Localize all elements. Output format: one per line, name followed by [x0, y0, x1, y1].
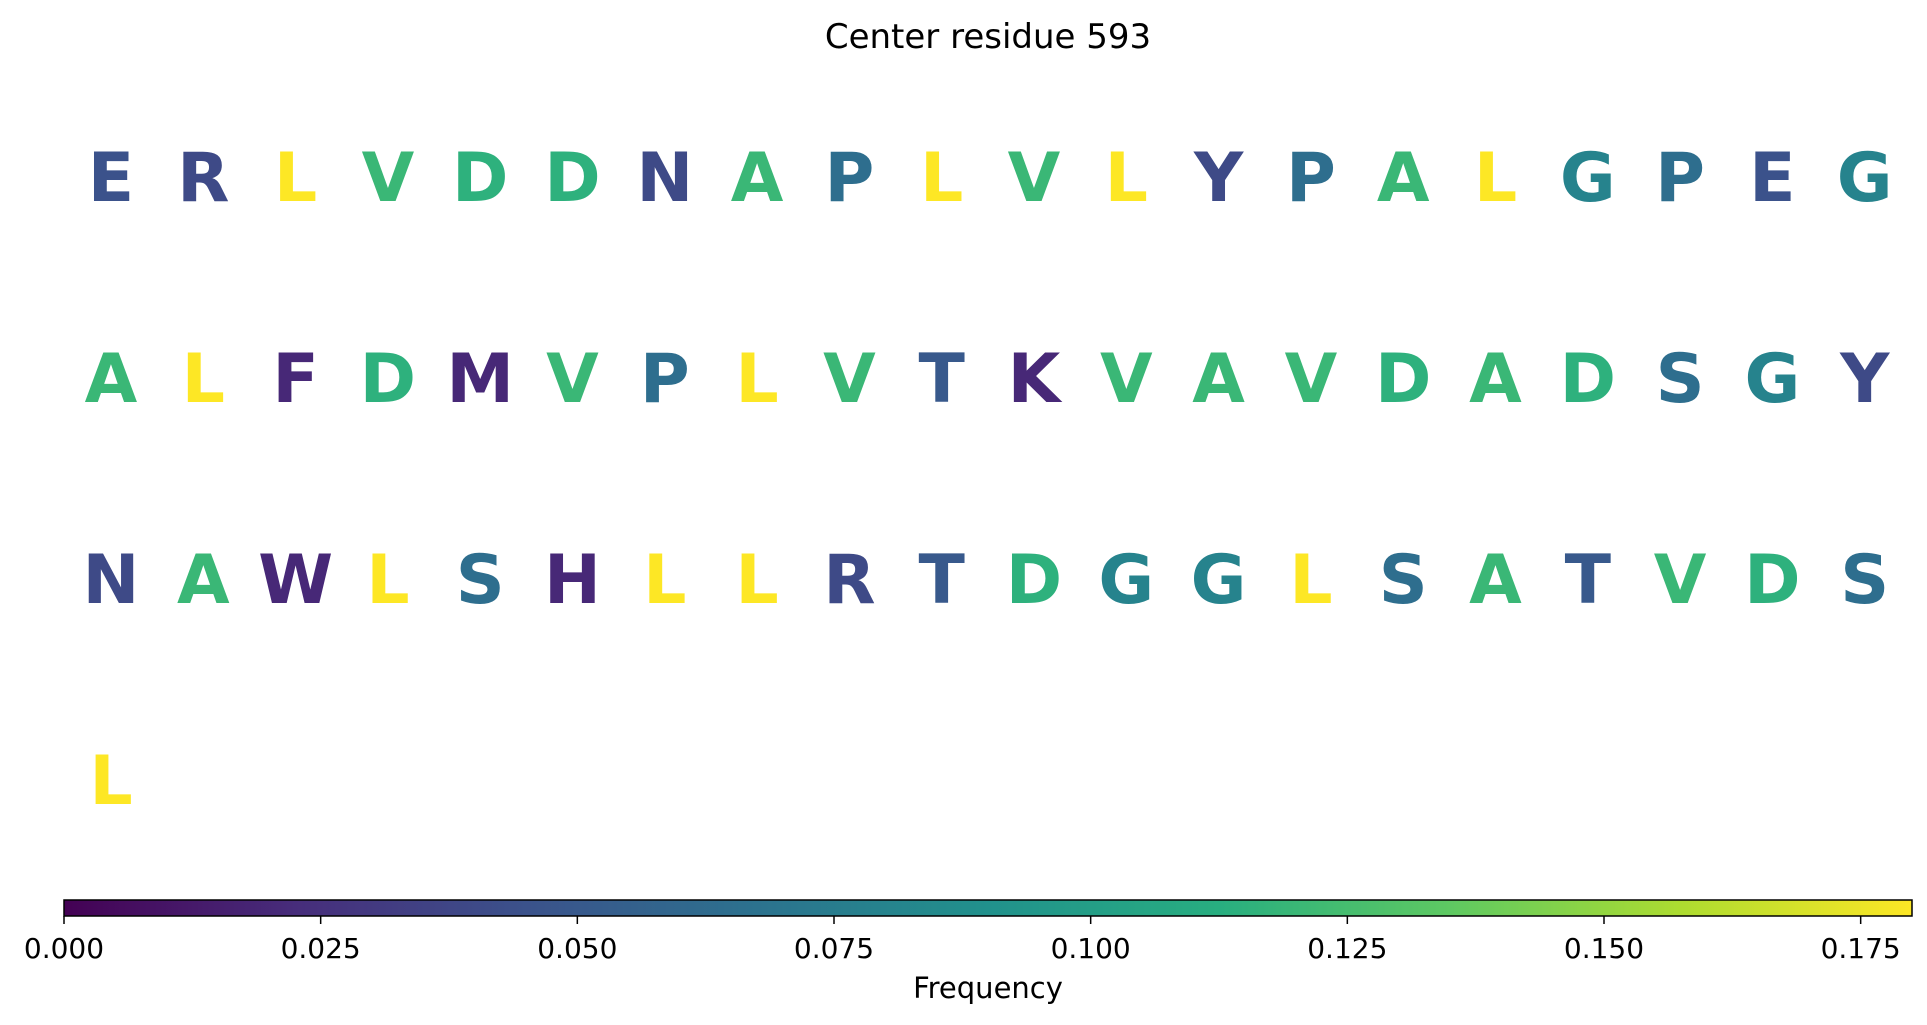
colorbar-label: Frequency	[913, 971, 1063, 1005]
residue-letter: V	[1285, 340, 1338, 419]
residue-letter: V	[823, 340, 876, 419]
residue-letter: V	[1654, 541, 1707, 620]
residue-letter: G	[1191, 541, 1247, 620]
residue-letter: S	[456, 541, 505, 620]
chart-title: Center residue 593	[825, 17, 1151, 57]
colorbar-tick-label: 0.150	[1564, 932, 1644, 965]
residue-letter: A	[1469, 541, 1522, 620]
residue-letter: P	[824, 139, 874, 218]
residue-letter: A	[85, 340, 138, 419]
residue-letter: D	[360, 340, 416, 419]
residue-letter: L	[366, 541, 409, 620]
residue-letter: T	[1565, 541, 1612, 620]
residue-letter: A	[1377, 139, 1430, 218]
residue-letter: G	[1560, 139, 1616, 218]
residue-letter: P	[1286, 139, 1336, 218]
residue-letter: V	[546, 340, 599, 419]
residue-letter: D	[1375, 340, 1431, 419]
colorbar-tick-label: 0.000	[24, 932, 104, 965]
residue-letter: V	[1100, 340, 1153, 419]
residue-letter: V	[362, 139, 415, 218]
residue-letter: H	[544, 541, 601, 620]
residue-letter: A	[1469, 340, 1522, 419]
residue-letter: S	[1379, 541, 1428, 620]
residue-letter: A	[177, 541, 230, 620]
residue-letter: A	[731, 139, 784, 218]
residue-letter: S	[1840, 541, 1889, 620]
residue-letter: R	[177, 139, 229, 218]
residue-letter: L	[274, 139, 317, 218]
colorbar	[63, 899, 1913, 917]
residue-letter: W	[258, 541, 333, 620]
residue-letter: M	[446, 340, 514, 419]
residue-grid: E R L V D D N A P L V L Y P A L G P E GA L F D M V P L V T K V A V D A D S G Y…	[83, 139, 1893, 821]
residue-letter: D	[1006, 541, 1062, 620]
residue-letter: L	[1289, 541, 1332, 620]
residue-letter: G	[1098, 541, 1154, 620]
residue-letter: T	[919, 340, 966, 419]
residue-letter: L	[735, 340, 778, 419]
residue-letter: Y	[1839, 340, 1890, 419]
residue-letter: L	[182, 340, 225, 419]
colorbar-tick-label: 0.125	[1307, 932, 1387, 965]
residue-letter: D	[452, 139, 508, 218]
residue-letter: Y	[1193, 139, 1244, 218]
residue-letter: E	[1749, 139, 1795, 218]
residue-letter: L	[89, 742, 132, 821]
residue-letter: D	[544, 139, 600, 218]
colorbar-ticks: 0.000 0.025 0.050 0.075 0.100 0.125 0.150 0.175	[24, 916, 1901, 965]
residue-letter: P	[640, 340, 690, 419]
colorbar-tick-label: 0.025	[281, 932, 361, 965]
residue-letter: G	[1837, 139, 1893, 218]
colorbar-tick-label: 0.100	[1051, 932, 1131, 965]
residue-letter: R	[823, 541, 875, 620]
residue-letter: F	[272, 340, 318, 419]
residue-letter: L	[735, 541, 778, 620]
residue-letter: E	[88, 139, 134, 218]
residue-letter: T	[919, 541, 966, 620]
residue-letter: A	[1192, 340, 1245, 419]
residue-letter: L	[1474, 139, 1517, 218]
residue-letter: D	[1744, 541, 1800, 620]
residue-letter: P	[1655, 139, 1705, 218]
residue-letter: V	[1008, 139, 1061, 218]
residue-letter: K	[1008, 340, 1063, 419]
colorbar-tick-label: 0.175	[1821, 932, 1901, 965]
residue-letter: D	[1560, 340, 1616, 419]
residue-letter: L	[920, 139, 963, 218]
colorbar-tick-label: 0.050	[537, 932, 617, 965]
residue-letter: L	[1105, 139, 1148, 218]
residue-letter: N	[636, 139, 693, 218]
residue-letter: S	[1656, 340, 1705, 419]
residue-letter: G	[1744, 340, 1800, 419]
residue-letter: N	[83, 541, 140, 620]
colorbar-tick-label: 0.075	[794, 932, 874, 965]
residue-letter: L	[643, 541, 686, 620]
